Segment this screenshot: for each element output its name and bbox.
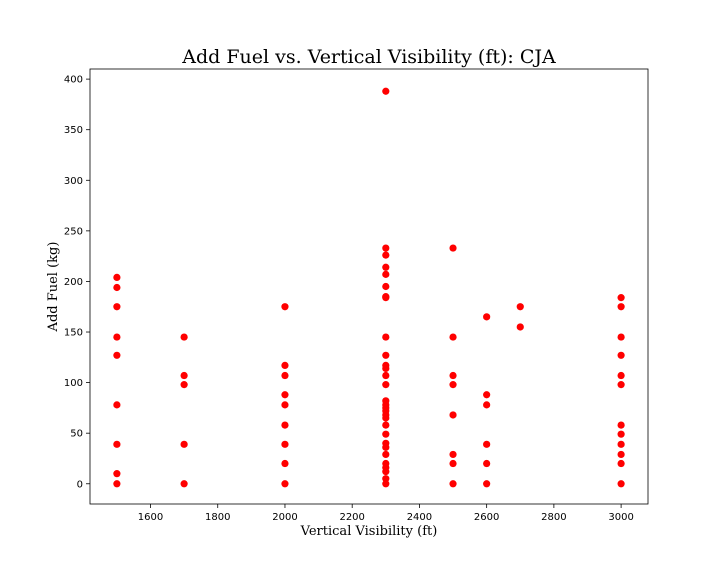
data-point	[113, 351, 121, 359]
chart-title: Add Fuel vs. Vertical Visibility (ft): C…	[181, 46, 556, 68]
data-point	[382, 475, 390, 483]
data-points	[113, 87, 625, 488]
y-axis: 0 50 100 150 200 250 300 350 400	[64, 75, 90, 490]
data-point	[382, 282, 390, 291]
data-point	[382, 333, 390, 341]
data-point	[180, 381, 188, 389]
data-point	[449, 333, 457, 341]
data-point	[113, 401, 121, 409]
data-point	[281, 459, 289, 468]
data-point	[281, 440, 289, 448]
data-point	[483, 391, 491, 399]
data-point	[449, 480, 457, 488]
data-point	[382, 263, 390, 271]
data-point	[516, 303, 524, 311]
data-point	[449, 411, 457, 419]
data-point	[180, 333, 188, 341]
data-point	[281, 391, 289, 399]
data-point	[617, 421, 625, 429]
data-point	[449, 381, 457, 389]
plot-frame	[89, 68, 649, 505]
data-point	[617, 351, 625, 359]
data-point	[113, 273, 121, 281]
y-tick-label: 400	[64, 75, 83, 86]
data-point	[281, 401, 289, 409]
data-point	[281, 371, 289, 380]
data-point	[281, 421, 289, 429]
y-tick-label: 50	[70, 429, 83, 440]
data-point	[617, 480, 625, 488]
data-point	[382, 251, 390, 259]
x-tick-label: 2800	[541, 512, 566, 523]
data-point	[449, 244, 457, 252]
data-point	[382, 450, 390, 459]
data-point	[113, 333, 121, 341]
x-tick-label: 2000	[272, 512, 297, 523]
data-point	[113, 283, 121, 292]
x-tick-label: 1600	[138, 512, 163, 523]
data-point	[617, 333, 625, 341]
data-point	[617, 440, 625, 448]
y-tick-label: 100	[64, 378, 83, 389]
data-point	[281, 361, 289, 370]
data-point	[449, 459, 457, 468]
data-point	[617, 371, 625, 380]
data-point	[281, 480, 289, 488]
data-point	[617, 430, 625, 438]
data-point	[382, 480, 390, 488]
x-tick-label: 2200	[339, 512, 364, 523]
data-point	[382, 443, 390, 451]
data-point	[382, 381, 390, 389]
data-point	[449, 450, 457, 459]
data-point	[113, 470, 121, 478]
data-point	[180, 440, 188, 448]
y-tick-label: 0	[77, 479, 83, 490]
data-point	[180, 371, 188, 380]
data-point	[483, 480, 491, 488]
data-point	[483, 401, 491, 409]
data-point	[617, 459, 625, 468]
data-point	[483, 459, 491, 468]
data-point	[617, 450, 625, 459]
data-point	[382, 430, 390, 438]
data-point	[382, 270, 390, 278]
data-point	[382, 244, 390, 252]
data-point	[382, 371, 390, 380]
data-point	[113, 440, 121, 448]
data-point	[617, 381, 625, 389]
x-tick-label: 2400	[407, 512, 432, 523]
x-axis: 1600 1800 2000 2200 2400 2600 2800 3000	[138, 504, 634, 523]
data-point	[617, 294, 625, 302]
data-point	[113, 303, 121, 311]
y-tick-label: 300	[64, 176, 83, 187]
y-tick-label: 350	[64, 125, 83, 136]
data-point	[382, 294, 390, 302]
y-axis-label: Add Fuel (kg)	[46, 242, 61, 333]
x-tick-label: 1800	[205, 512, 230, 523]
data-point	[382, 414, 390, 422]
data-point	[483, 440, 491, 448]
y-tick-label: 200	[64, 277, 83, 288]
x-tick-label: 3000	[608, 512, 633, 523]
data-point	[180, 480, 188, 488]
data-point	[449, 371, 457, 380]
data-point	[617, 303, 625, 311]
data-point	[382, 421, 390, 429]
data-point	[483, 313, 491, 321]
data-point	[113, 480, 121, 488]
data-point	[382, 87, 390, 95]
y-tick-label: 250	[64, 226, 83, 237]
data-point	[382, 351, 390, 359]
data-point	[382, 468, 390, 476]
data-point	[281, 303, 289, 311]
data-point	[516, 323, 524, 331]
y-tick-label: 150	[64, 328, 83, 339]
x-tick-label: 2600	[474, 512, 499, 523]
x-axis-label: Vertical Visibility (ft)	[300, 524, 438, 539]
data-point	[382, 364, 390, 373]
